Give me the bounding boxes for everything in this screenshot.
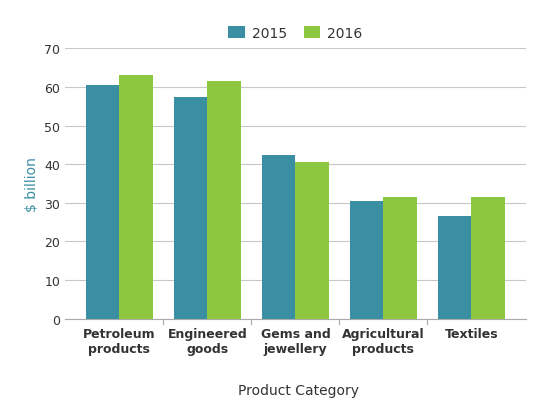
Bar (295, 163, 329, 319)
Bar (383, 198, 417, 319)
Bar (472, 198, 505, 319)
Bar (438, 217, 472, 319)
Bar (350, 201, 383, 319)
Legend: 2015, 2016: 2015, 2016 (223, 21, 368, 46)
Bar (208, 82, 241, 319)
Bar (86, 86, 119, 319)
Bar (119, 76, 153, 319)
Bar (262, 155, 295, 319)
Text: Product Category: Product Category (237, 383, 359, 397)
Bar (174, 97, 208, 319)
Y-axis label: $ billion: $ billion (24, 157, 38, 211)
